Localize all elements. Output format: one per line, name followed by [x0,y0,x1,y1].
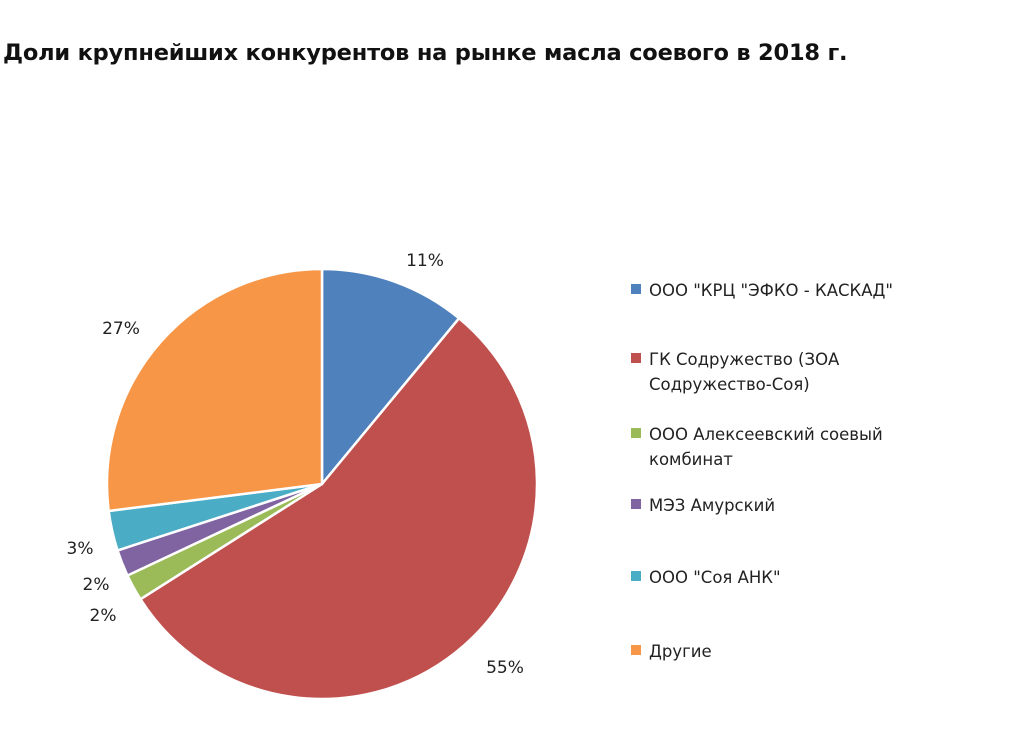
legend-swatch-4 [631,499,641,509]
legend-label-5: ООО "Соя АНК" [649,568,781,587]
pie-chart: 11% 55% 2% 2% 3% 27% [67,251,539,701]
legend-label-2: ГК Содружество (ЗОА Содружество-Соя) [649,350,840,394]
legend-label-6: Другие [649,642,712,661]
legend-swatch-1 [631,284,641,294]
pie-slice-2 [139,317,539,701]
legend-swatch-5 [631,571,641,581]
data-label-2: 55% [486,658,524,678]
pie-data-labels: 11% 55% 2% 2% 3% 27% [67,251,524,678]
chart-title: Доли крупнейших конкурентов на рынке мас… [3,40,848,66]
data-label-1: 11% [406,251,444,271]
legend-item-5: ООО "Соя АНК" [631,565,1011,590]
legend-item-3: ООО Алексеевский соевый комбинат [631,422,1011,472]
legend-label-3: ООО Алексеевский соевый комбинат [649,425,883,469]
data-label-3: 2% [90,606,117,626]
legend: ООО "КРЦ "ЭФКО - КАСКАД" ГК Содружество (… [631,0,1011,730]
data-label-6: 27% [102,319,140,339]
legend-item-1: ООО "КРЦ "ЭФКО - КАСКАД" [631,278,1011,303]
legend-label-4: МЭЗ Амурский [649,496,776,515]
legend-item-6: Другие [631,639,1011,664]
data-label-4: 2% [83,575,110,595]
legend-item-4: МЭЗ Амурский [631,493,1011,518]
pie-slices [105,267,539,701]
legend-swatch-3 [631,428,641,438]
legend-label-1: ООО "КРЦ "ЭФКО - КАСКАД" [649,281,893,300]
legend-swatch-6 [631,645,641,655]
legend-swatch-2 [631,353,641,363]
pie-slice-1 [320,267,461,486]
legend-item-2: ГК Содружество (ЗОА Содружество-Соя) [631,347,1011,397]
data-label-5: 3% [67,539,94,559]
pie-slice-6 [105,267,324,513]
